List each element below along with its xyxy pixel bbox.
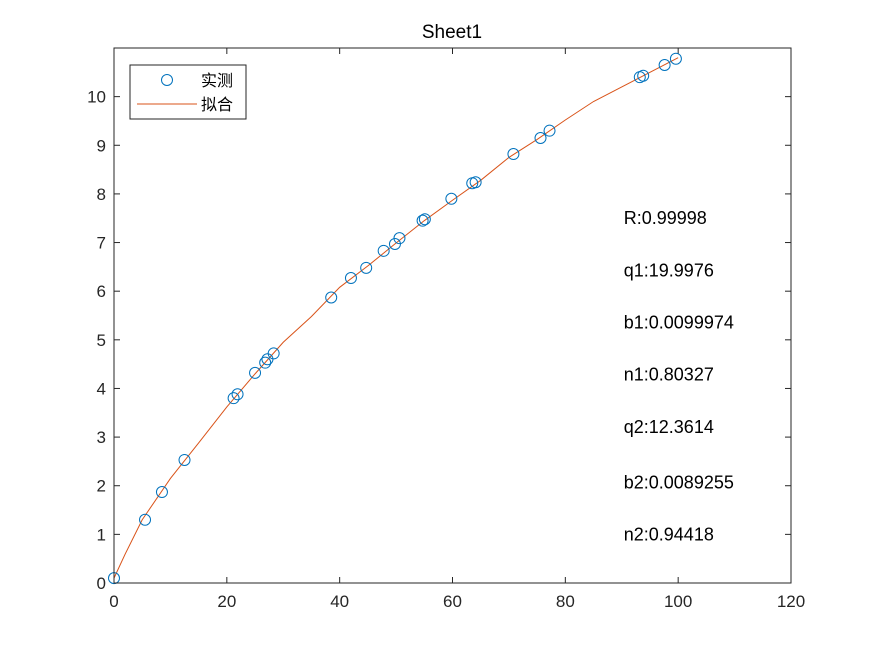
fit-parameter-annotation: b2:0.0089255 (624, 472, 734, 492)
fit-line (113, 57, 679, 579)
measured-point (469, 176, 482, 189)
y-tick-label: 10 (87, 88, 106, 107)
fit-parameter-annotation: b1:0.0099974 (624, 312, 734, 332)
y-tick-label: 1 (97, 525, 106, 544)
y-tick-label: 4 (97, 379, 106, 398)
x-tick-label: 80 (556, 592, 575, 611)
annotations-layer: R:0.99998 q1:19.9976 b1:0.0099974 n1:0.8032… (624, 208, 734, 544)
measured-point (178, 453, 191, 466)
measured-point (418, 213, 431, 226)
measured-point (669, 52, 682, 65)
y-tick-label: 7 (97, 234, 106, 253)
measured-points-layer (108, 52, 682, 585)
x-tick-label: 120 (777, 592, 805, 611)
x-tick-label: 60 (443, 592, 462, 611)
fit-parameter-annotation: q1:19.9976 (624, 260, 714, 280)
fit-parameter-annotation: q2:12.3614 (624, 417, 714, 437)
measured-point (534, 131, 547, 144)
y-tick-label: 8 (97, 185, 106, 204)
measured-point (445, 192, 458, 205)
measured-point (344, 272, 357, 285)
y-tick-label: 0 (97, 574, 106, 593)
measured-point (360, 261, 373, 274)
measured-point (139, 513, 152, 526)
x-tick-label: 20 (217, 592, 236, 611)
measured-point (249, 366, 262, 379)
ticks-layer: 0 20 40 60 80 100 120 0 1 2 3 4 5 6 7 8 9 10 (87, 48, 805, 611)
measured-point (393, 232, 406, 245)
x-tick-label: 40 (330, 592, 349, 611)
plot-box (113, 47, 792, 584)
legend-circle-marker (161, 74, 173, 86)
measured-point (658, 59, 671, 72)
y-tick-label: 9 (97, 136, 106, 155)
measured-point (637, 69, 650, 82)
x-tick-label: 100 (664, 592, 692, 611)
plot-background (114, 48, 791, 583)
measured-point (259, 356, 272, 369)
fit-parameter-annotation: n2:0.94418 (624, 524, 714, 544)
measured-point (231, 388, 244, 401)
y-tick-label: 2 (97, 477, 106, 496)
measured-point (377, 244, 390, 257)
measured-point (325, 291, 338, 304)
measured-point (507, 148, 520, 161)
legend-label-fit: 拟合 (201, 95, 233, 114)
measured-point (227, 392, 240, 405)
fit-parameter-annotation: R:0.99998 (624, 208, 707, 228)
measured-point (155, 486, 168, 499)
y-tick-label: 5 (97, 331, 106, 350)
measured-point (543, 124, 556, 137)
y-tick-label: 3 (97, 428, 106, 447)
fit-parameter-annotation: n1:0.80327 (624, 364, 714, 384)
y-tick-label: 6 (97, 282, 106, 301)
measured-point (267, 347, 280, 360)
chart-title: Sheet1 (422, 22, 482, 43)
fit-line-layer (113, 57, 679, 579)
legend: 实测 拟合 (129, 64, 247, 120)
legend-label-measured: 实测 (201, 71, 233, 90)
measured-point (416, 214, 429, 227)
legend-box (129, 64, 247, 120)
x-tick-label: 0 (109, 592, 118, 611)
